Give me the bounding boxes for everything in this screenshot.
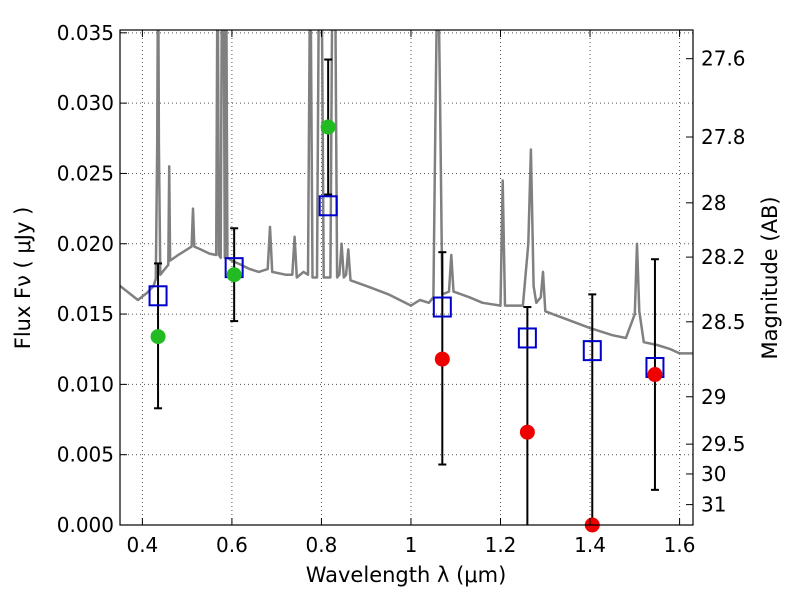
y-tick-label: 0.015 [57,302,114,326]
y-tick-label: 0.025 [57,161,114,185]
magnitude-tick-label: 29 [701,385,726,409]
y-axis-right-title: Magnitude (AB) [758,196,782,359]
x-tick-label: 1.2 [485,533,517,557]
magnitude-tick-label: 28.2 [701,245,746,269]
model-square-point [318,195,338,217]
x-tick-label: 0.6 [216,533,248,557]
x-tick-label: 0.8 [306,533,338,557]
plot-frame [119,29,694,526]
model-square-point [432,296,452,318]
x-tick-label: 1 [405,533,418,557]
x-tick-label: 1.4 [574,533,606,557]
y-tick-label: 0.010 [57,372,114,396]
model-square-point [517,327,537,349]
magnitude-tick-label: 28.5 [701,310,746,334]
observed-point-nondetection [519,424,535,440]
x-tick-label: 1.6 [664,533,696,557]
spectrum-line [120,30,693,355]
observed-point-detection [226,267,242,283]
grid [120,30,693,526]
observed-point-nondetection [434,351,450,367]
y-tick-label: 0.035 [57,21,114,45]
y-axis-title: Flux Fν ( μJy ) [11,207,35,350]
magnitude-tick-label: 28 [701,191,726,215]
spectrum-layer [120,30,693,355]
y-tick-label: 0.020 [57,232,114,256]
magnitude-tick-label: 27.6 [701,47,746,71]
x-axis-title: Wavelength λ (μm) [306,563,507,587]
marker-layer [148,119,665,533]
magnitude-tick-label: 29.5 [701,432,746,456]
magnitude-tick-label: 30 [701,462,726,486]
model-square-point [582,340,602,362]
observed-point-nondetection [647,367,663,383]
x-tick-label: 0.4 [126,533,158,557]
observed-point-detection [150,329,166,345]
y-tick-label: 0.030 [57,91,114,115]
magnitude-tick-label: 31 [701,493,726,517]
y-tick-label: 0.005 [57,443,114,467]
plot-background [120,30,693,525]
magnitude-tick-label: 27.8 [701,125,746,149]
observed-point-detection [320,119,336,135]
y-tick-label: 0.000 [57,513,114,537]
axis-ticks: 0.4 0.6 0.8 1 1.2 1.4 1.6 0.000 0.005 0.010 0.015 0… [57,21,746,557]
model-square-point [148,285,168,307]
